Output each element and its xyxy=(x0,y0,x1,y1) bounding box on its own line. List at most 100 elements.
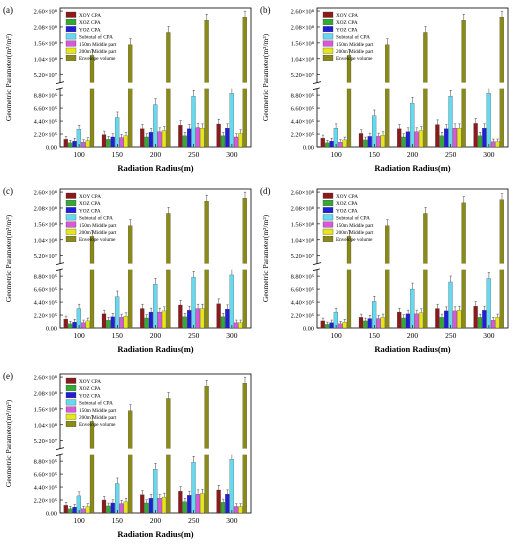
bar xyxy=(452,128,457,148)
bar xyxy=(200,308,205,329)
bar xyxy=(68,142,73,148)
bar xyxy=(101,313,107,329)
bar-break-gap xyxy=(319,82,353,89)
axis-break-gap xyxy=(56,263,64,270)
bar-break-gap xyxy=(177,448,210,455)
bar xyxy=(140,128,145,148)
legend-swatch xyxy=(322,207,334,214)
bar xyxy=(148,132,154,148)
bar xyxy=(229,459,234,514)
axis-break xyxy=(312,81,322,91)
y-tick-label: 0.00 xyxy=(46,145,57,152)
y-tick-label: 8.80×10⁵ xyxy=(291,93,314,100)
legend-swatch xyxy=(65,55,77,61)
legend-swatch xyxy=(65,47,77,54)
y-tick-label: 1.56×10⁸ xyxy=(34,406,57,413)
bar xyxy=(123,135,128,148)
legend-swatch xyxy=(65,406,77,413)
y-tick-label: 2.60×10⁸ xyxy=(291,190,314,197)
bar xyxy=(101,134,107,148)
bar xyxy=(444,310,449,329)
x-tick-label: 200 xyxy=(407,150,419,159)
bar xyxy=(490,141,496,148)
bar xyxy=(114,117,120,148)
bar xyxy=(486,278,491,329)
bar xyxy=(457,310,462,329)
legend-swatch xyxy=(322,40,334,47)
x-tick-label: 300 xyxy=(226,516,238,525)
bar-break-gap xyxy=(62,448,96,455)
legend-swatch xyxy=(322,11,334,18)
bar xyxy=(242,17,247,148)
bar xyxy=(119,137,124,148)
bar xyxy=(216,123,221,148)
bar xyxy=(110,316,115,329)
bar-break-gap xyxy=(101,448,134,455)
axis-break-mark xyxy=(55,81,65,85)
legend-entry: XOZ CPA xyxy=(79,386,101,392)
x-tick-label: 100 xyxy=(73,150,85,159)
legend-swatch xyxy=(65,377,77,384)
x-axis-label: Radiation Radius(m) xyxy=(374,344,450,354)
y-tick-label: 4.40×10⁵ xyxy=(291,300,314,307)
x-tick-label: 150 xyxy=(112,331,124,340)
bar xyxy=(338,142,343,148)
legend-swatch xyxy=(322,19,334,25)
bar xyxy=(439,135,444,148)
legend-entry: 200m Middle part xyxy=(79,415,117,421)
y-tick-label: 1.04×10⁸ xyxy=(291,237,314,244)
bar xyxy=(110,502,115,514)
legend-entry: Subtotal of CPA xyxy=(79,34,113,41)
legend-entry: XOY CPA xyxy=(336,13,358,19)
bar xyxy=(140,494,145,514)
bar xyxy=(195,308,200,329)
bar-break-gap xyxy=(396,82,429,89)
chart-panel: (c) 0.00 2.20×10⁵ 4.40×10⁵ 6.60×10⁵ 8.80×10⁵ 5… xyxy=(3,186,252,354)
y-tick-label: 2.60×10⁸ xyxy=(34,375,57,382)
y-tick-label: 1.56×10⁸ xyxy=(291,40,314,47)
bar xyxy=(410,103,415,148)
axis-break xyxy=(55,447,65,457)
legend-swatch xyxy=(322,228,334,235)
bar-break-gap xyxy=(139,82,172,89)
x-tick-label: 150 xyxy=(369,150,381,159)
bar xyxy=(444,128,449,148)
bar xyxy=(363,139,368,148)
y-tick-label: 0.00 xyxy=(303,326,314,333)
x-axis-label: Radiation Radius(m) xyxy=(117,163,193,173)
y-tick-label: 5.20×10⁷ xyxy=(34,72,57,79)
x-tick-label: 250 xyxy=(445,150,457,159)
bar xyxy=(371,301,377,329)
bar xyxy=(200,128,205,148)
bar xyxy=(233,322,239,329)
bar xyxy=(153,469,158,514)
y-tick-label: 8.80×10⁵ xyxy=(34,459,57,466)
bar xyxy=(397,128,402,148)
legend-swatch xyxy=(322,200,334,206)
bar xyxy=(128,44,133,148)
axis-break-mark xyxy=(312,268,322,272)
bar xyxy=(358,317,364,329)
y-tick-label: 1.56×10⁸ xyxy=(34,40,57,47)
bar xyxy=(325,142,330,148)
y-axis-label: Geometric Parameter(m²/m³) xyxy=(4,399,13,487)
y-tick-label: 4.40×10⁵ xyxy=(34,119,57,126)
bar xyxy=(385,225,390,329)
axis-break-mark xyxy=(312,81,322,85)
bar xyxy=(363,320,368,329)
chart-panel: (a) 0.00 2.20×10⁵ 4.40×10⁵ 6.60×10⁵ 8.80×10⁵ 5… xyxy=(3,5,252,173)
bar xyxy=(423,32,428,148)
panel-label: (e) xyxy=(3,371,13,381)
y-tick-label: 1.04×10⁸ xyxy=(34,56,57,63)
bar xyxy=(85,140,90,148)
bar xyxy=(148,498,154,514)
bar xyxy=(452,310,457,329)
legend-swatch xyxy=(65,200,77,206)
y-tick-label: 6.60×10⁵ xyxy=(291,287,314,294)
bar xyxy=(490,320,496,329)
bar-break-gap xyxy=(62,82,96,89)
x-tick-label: 100 xyxy=(330,331,342,340)
legend-swatch xyxy=(65,19,77,25)
bar xyxy=(405,131,411,148)
